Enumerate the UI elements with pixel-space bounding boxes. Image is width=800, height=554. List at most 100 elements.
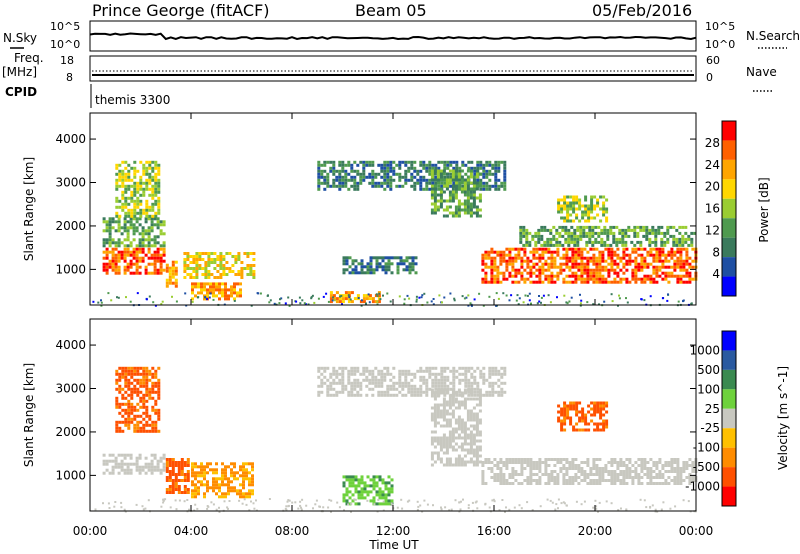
scatter-cell xyxy=(168,464,172,467)
scatter-cell xyxy=(484,274,488,278)
scatter-cell xyxy=(124,411,128,415)
scatter-cell xyxy=(473,169,477,173)
scatter-cell xyxy=(517,268,521,272)
scatter-cell xyxy=(602,207,606,211)
scatter-cell xyxy=(511,476,515,479)
scatter-cell xyxy=(323,375,327,379)
scatter-cell xyxy=(514,479,518,482)
scatter-cell xyxy=(454,406,458,410)
scatter-cell xyxy=(475,430,479,434)
scatter-cell xyxy=(452,160,456,164)
scatter-cell xyxy=(466,175,470,179)
scatter-cell xyxy=(335,300,339,304)
scatter-cell xyxy=(186,461,190,464)
scatter-cell xyxy=(475,184,479,188)
scatter-cell xyxy=(124,178,128,182)
scatter-cell xyxy=(604,268,608,272)
scatter-cell xyxy=(139,372,143,376)
scatter-cell xyxy=(559,265,563,269)
scatter-cell xyxy=(142,193,146,197)
scatter-cell xyxy=(198,252,202,255)
scatter-cell xyxy=(628,259,632,263)
scatter-cell xyxy=(658,476,662,479)
scatter-cell xyxy=(484,277,488,281)
scatter-cell xyxy=(389,169,393,173)
scatter-cell xyxy=(136,187,140,191)
scatter-cell xyxy=(120,501,123,504)
scatter-cell xyxy=(601,265,605,269)
scatter-cell xyxy=(563,428,567,432)
scatter-cell xyxy=(165,461,169,464)
scatter-cell xyxy=(348,496,352,500)
scatter-cell xyxy=(451,394,455,398)
scatter-cell xyxy=(221,477,224,481)
scatter-cell xyxy=(440,375,444,379)
scatter-cell xyxy=(353,297,357,301)
scatter-cell xyxy=(215,471,218,475)
scatter-cell xyxy=(430,436,434,440)
scatter-cell xyxy=(123,244,127,248)
scatter-cell xyxy=(602,204,606,208)
scatter-cell xyxy=(472,412,476,416)
scatter-cell xyxy=(105,268,109,272)
scatter-cell xyxy=(503,172,507,176)
colorbar-tick-label: 100 xyxy=(697,382,720,396)
scatter-cell xyxy=(478,184,482,188)
scatter-cell xyxy=(135,459,139,463)
scatter-cell xyxy=(609,243,613,247)
scatter-cell xyxy=(442,463,446,467)
power-ylabel: Slant Range [km] xyxy=(22,157,36,261)
scatter-cell xyxy=(377,294,381,298)
scatter-cell xyxy=(121,205,125,209)
scatter-cell xyxy=(111,241,115,245)
scatter-cell xyxy=(433,190,437,194)
scatter-cell xyxy=(643,265,647,269)
scatter-cell xyxy=(451,436,455,440)
scatter-cell xyxy=(114,241,118,245)
scatter-cell xyxy=(476,390,480,394)
scatter-cell xyxy=(639,225,643,229)
scatter-cell xyxy=(151,408,155,412)
scatter-cell xyxy=(142,163,146,167)
scatter-cell xyxy=(105,250,109,254)
scatter-cell xyxy=(580,271,584,275)
scatter-cell xyxy=(469,436,473,440)
scatter-cell xyxy=(636,240,640,244)
scatter-cell xyxy=(425,393,429,397)
scatter-cell xyxy=(682,280,686,284)
scatter-cell xyxy=(389,178,393,182)
scatter-cell xyxy=(207,270,211,273)
scatter-cell xyxy=(573,237,577,241)
scatter-cell xyxy=(431,366,435,370)
scatter-cell xyxy=(469,211,473,215)
scatter-cell xyxy=(621,237,625,241)
scatter-cell xyxy=(239,294,242,298)
scatter-cell xyxy=(224,492,227,496)
scatter-cell xyxy=(118,372,122,376)
scatter-cell xyxy=(145,381,149,385)
scatter-cell xyxy=(466,205,470,209)
scatter-cell xyxy=(419,504,422,507)
scatter-cell xyxy=(556,476,560,479)
scatter-cell xyxy=(520,277,524,281)
scatter-cell xyxy=(490,256,494,260)
scatter-cell xyxy=(383,181,387,185)
scatter-cell xyxy=(135,247,139,251)
scatter-cell xyxy=(257,292,260,295)
scatter-cell xyxy=(344,163,348,167)
scatter-cell xyxy=(553,482,557,485)
scatter-cell xyxy=(566,210,570,214)
scatter-cell xyxy=(129,223,133,227)
scatter-cell xyxy=(239,495,242,499)
scatter-cell xyxy=(549,228,553,232)
scatter-cell xyxy=(156,465,160,469)
scatter-cell xyxy=(168,473,172,476)
scatter-cell xyxy=(344,184,348,188)
scatter-cell xyxy=(637,265,641,269)
scatter-cell xyxy=(655,247,659,251)
scatter-cell xyxy=(120,253,124,257)
scatter-cell xyxy=(353,393,357,397)
scatter-cell xyxy=(553,470,557,473)
scatter-cell xyxy=(390,478,394,482)
